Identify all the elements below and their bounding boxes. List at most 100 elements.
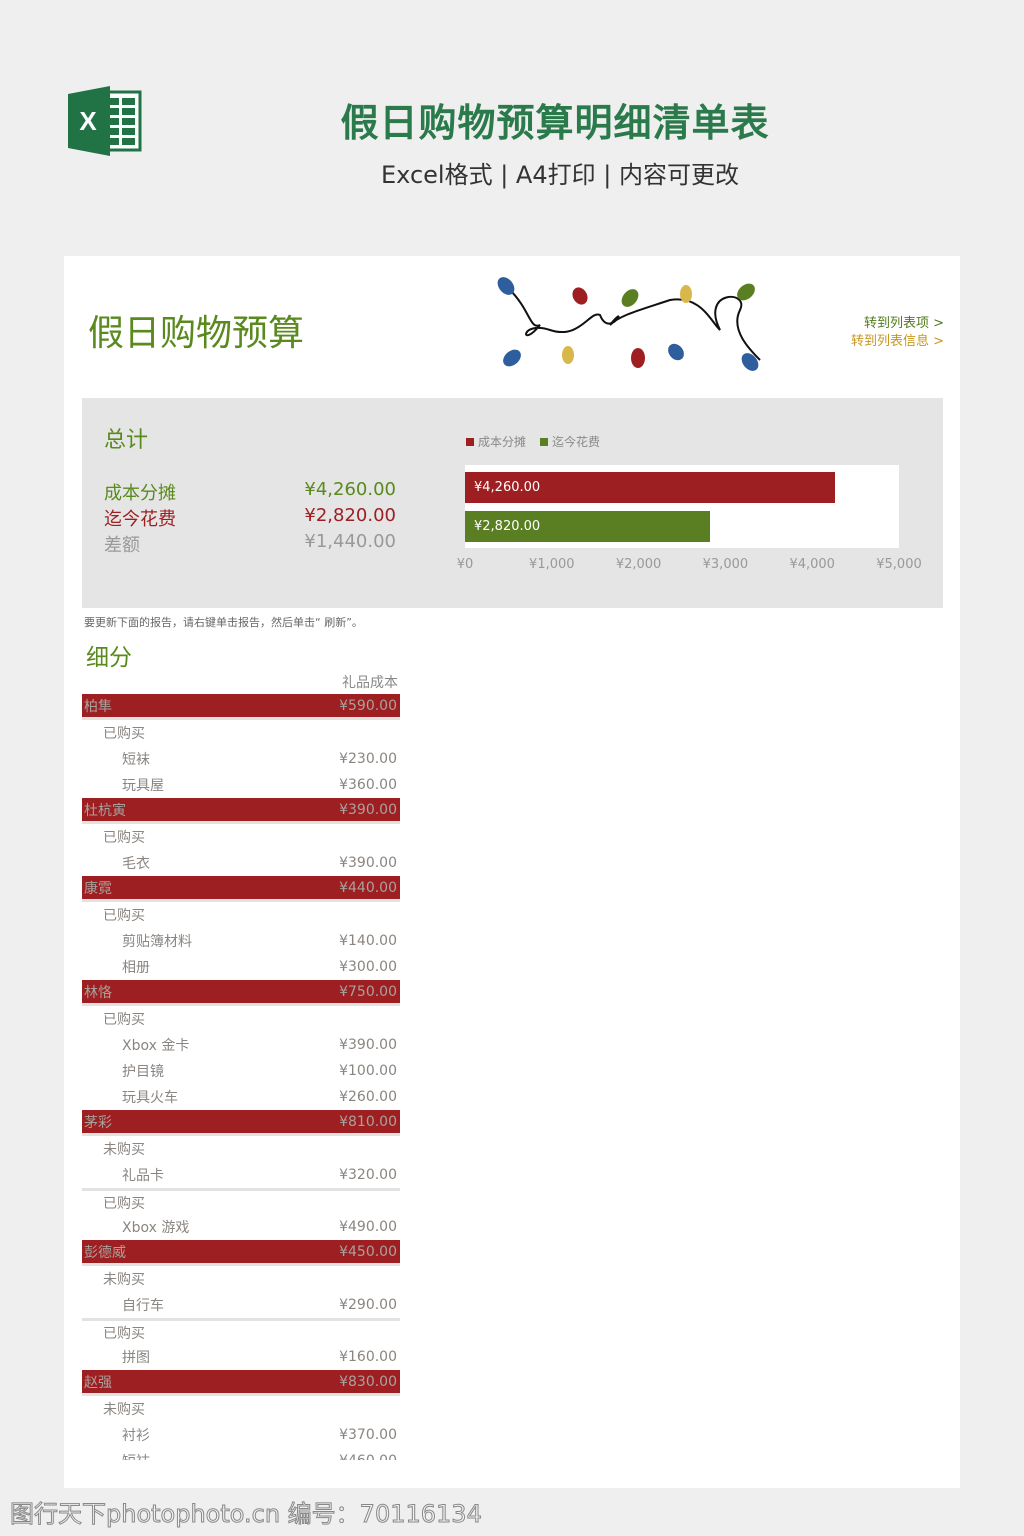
row-value: ¥140.00 [339, 933, 397, 949]
person-row[interactable]: 杜杭寅 ¥390.00 [82, 798, 400, 824]
item-row[interactable]: 剪贴簿材料 ¥140.00 [82, 928, 400, 954]
row-label: 未购买 [103, 1402, 145, 1418]
row-value: ¥750.00 [339, 983, 397, 1000]
sheet-title: 假日购物预算 [88, 313, 305, 354]
legend-swatch [540, 437, 549, 446]
item-row[interactable]: Xbox 游戏 ¥490.00 [82, 1214, 400, 1240]
row-label: 已购买 [103, 1195, 145, 1212]
row-value: ¥290.00 [339, 1297, 397, 1313]
row-label: 茅彩 [84, 1114, 112, 1131]
row-label: 已购买 [103, 908, 145, 924]
x-tick-label: ¥5,000 [876, 557, 922, 572]
x-tick-label: ¥1,000 [529, 557, 575, 572]
bar-spent: ¥2,820.00 [465, 511, 710, 542]
watermark: 图行天下photophoto.cn 编号：70116134 [10, 1500, 483, 1529]
row-label: 玩具火车 [122, 1090, 178, 1106]
x-tick-label: ¥3,000 [702, 557, 749, 572]
row-label: 杜杭寅 [84, 802, 126, 819]
go-to-list-items-link[interactable]: 转到列表项 > [863, 316, 944, 331]
row-value: ¥810.00 [339, 1113, 397, 1130]
row-value: ¥230.00 [339, 751, 397, 767]
item-row[interactable]: Xbox 金卡 ¥390.00 [82, 1032, 400, 1058]
row-label: 彭德威 [84, 1244, 126, 1261]
row-label: 已购买 [103, 1012, 145, 1028]
item-row[interactable]: 玩具屋 ¥360.00 [82, 772, 400, 798]
row-value: ¥370.00 [339, 1427, 397, 1443]
breakdown-title: 细分 [86, 645, 132, 671]
item-row[interactable]: 拼图 ¥160.00 [82, 1344, 400, 1370]
page-subtitle: Excel格式 | A4打印 | 内容可更改 [381, 161, 739, 189]
person-row[interactable]: 彭德威 ¥450.00 [82, 1240, 400, 1266]
spent-label: 迄今花费 [104, 509, 176, 530]
row-label: 护目镜 [122, 1064, 164, 1080]
row-value: ¥360.00 [339, 777, 397, 793]
status-row[interactable]: 已购买 [82, 1006, 400, 1032]
legend-item: 成本分摊 [466, 433, 526, 450]
row-value: ¥320.00 [339, 1167, 397, 1183]
svg-text:X: X [79, 106, 97, 136]
spent-value: ¥2,820.00 [304, 505, 396, 526]
difference-label: 差额 [104, 535, 140, 556]
x-tick-label: ¥4,000 [789, 557, 835, 572]
item-row[interactable]: 衬衫 ¥370.00 [82, 1422, 400, 1448]
breakdown-table: 柏隼 ¥590.00 已购买 短袜 ¥230.00 玩具屋 ¥360.00 杜杭寅 ¥390.0… [82, 694, 400, 1460]
person-row[interactable]: 柏隼 ¥590.00 [82, 694, 400, 720]
cost-share-label: 成本分摊 [104, 483, 176, 504]
person-row[interactable]: 林恪 ¥750.00 [82, 980, 400, 1006]
item-row[interactable]: 护目镜 ¥100.00 [82, 1058, 400, 1084]
person-row[interactable]: 康霓 ¥440.00 [82, 876, 400, 902]
excel-icon: X [68, 86, 142, 156]
item-row[interactable]: 自行车 ¥290.00 [82, 1292, 400, 1318]
row-label: Xbox 金卡 [122, 1038, 190, 1054]
person-row[interactable]: 茅彩 ¥810.00 [82, 1110, 400, 1136]
row-value: ¥390.00 [339, 801, 397, 818]
status-row[interactable]: 未购买 [82, 1396, 400, 1422]
refresh-note: 要更新下面的报告，请右键单击报告，然后单击“ 刷新”。 [84, 616, 363, 629]
item-row[interactable]: 相册 ¥300.00 [82, 954, 400, 980]
difference-value: ¥1,440.00 [304, 531, 396, 552]
status-row[interactable]: 未购买 [82, 1266, 400, 1292]
go-to-list-info-link[interactable]: 转到列表信息 > [850, 334, 944, 349]
row-label: 未购买 [103, 1272, 145, 1288]
row-label: 赵强 [84, 1374, 112, 1391]
row-value: ¥390.00 [339, 1037, 397, 1053]
page-title: 假日购物预算明细清单表 [340, 101, 770, 145]
row-label: 已购买 [103, 830, 145, 846]
row-label: 已购买 [103, 726, 145, 742]
row-label: 短袜 [122, 1451, 150, 1460]
row-value: ¥390.00 [339, 855, 397, 871]
legend-swatch [466, 437, 474, 446]
row-label: 毛衣 [122, 856, 150, 872]
x-tick-label: ¥2,000 [615, 557, 662, 572]
item-row[interactable]: 礼品卡 ¥320.00 [82, 1162, 400, 1188]
row-value: ¥450.00 [339, 1243, 397, 1260]
row-value: ¥160.00 [339, 1349, 397, 1365]
item-row[interactable]: 短袜 ¥230.00 [82, 746, 400, 772]
status-row[interactable]: 未购买 [82, 1136, 400, 1162]
item-row[interactable]: 短袜 ¥460.00 [82, 1448, 400, 1460]
summary-title: 总计 [104, 428, 149, 453]
row-label: 已购买 [103, 1325, 145, 1342]
status-row[interactable]: 已购买 [82, 1188, 400, 1214]
chart-plot-area: ¥4,260.00 ¥2,820.00 [465, 465, 899, 548]
status-row[interactable]: 已购买 [82, 1318, 400, 1344]
row-label: 玩具屋 [122, 778, 164, 794]
row-value: ¥490.00 [339, 1219, 397, 1235]
status-row[interactable]: 已购买 [82, 902, 400, 928]
legend-label: 迄今花费 [552, 435, 601, 449]
status-row[interactable]: 已购买 [82, 824, 400, 850]
row-label: 短袜 [122, 752, 150, 768]
legend-item: 迄今花费 [540, 433, 600, 450]
person-row[interactable]: 赵强 ¥830.00 [82, 1370, 400, 1396]
row-label: Xbox 游戏 [122, 1220, 190, 1236]
status-row[interactable]: 已购买 [82, 720, 400, 746]
row-value: ¥300.00 [339, 959, 397, 975]
row-value: ¥460.00 [339, 1453, 397, 1460]
row-label: 拼图 [122, 1350, 150, 1366]
legend-label: 成本分摊 [478, 435, 527, 449]
row-label: 礼品卡 [122, 1168, 164, 1184]
row-value: ¥830.00 [339, 1373, 397, 1390]
item-row[interactable]: 玩具火车 ¥260.00 [82, 1084, 400, 1110]
row-label: 未购买 [103, 1142, 145, 1158]
item-row[interactable]: 毛衣 ¥390.00 [82, 850, 400, 876]
